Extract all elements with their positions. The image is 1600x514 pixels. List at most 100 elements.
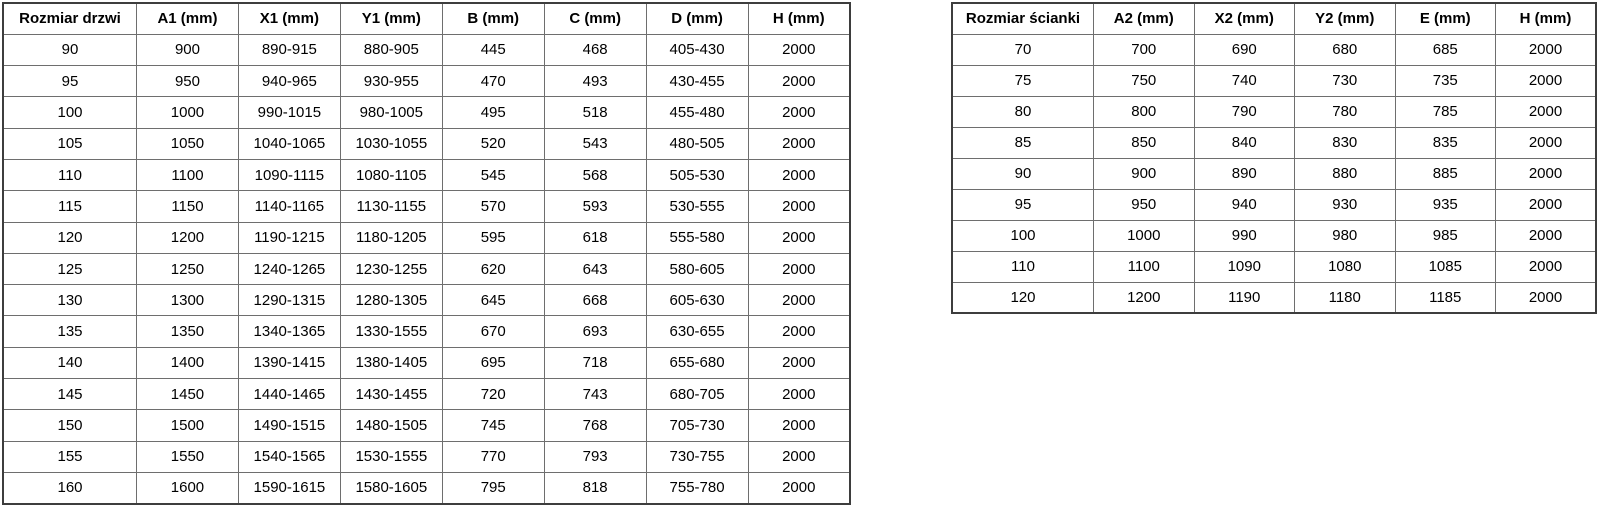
- table-cell: 693: [543, 315, 647, 348]
- table-cell: 620: [441, 252, 545, 286]
- door-size-table: Rozmiar drzwi A1 (mm) X1 (mm) Y1 (mm) B (mm)…: [2, 2, 851, 505]
- table-cell: 840: [1193, 126, 1295, 159]
- table-cell: 75: [951, 64, 1094, 97]
- table-cell: 668: [543, 284, 647, 317]
- table-cell: 900: [1093, 157, 1195, 190]
- table-cell: 1490-1515: [237, 409, 341, 442]
- column-header: C (mm): [543, 2, 647, 35]
- table-cell: 105: [2, 127, 137, 160]
- table-row: 110 1100 1090-1115 1080-1105 545 568 505-530 20…: [2, 158, 851, 192]
- table-cell: 685: [1394, 33, 1496, 66]
- table-cell: 695: [441, 346, 545, 380]
- table-row: 90 900 890-915 880-905 445 468 405-430 2000: [2, 33, 851, 67]
- table-cell: 2000: [1495, 219, 1597, 252]
- table-cell: 1100: [1093, 250, 1195, 283]
- column-header: A1 (mm): [136, 2, 239, 35]
- table-cell: 1450: [136, 378, 239, 411]
- table-cell: 1540-1565: [237, 440, 341, 473]
- table-cell: 790: [1193, 95, 1295, 128]
- table-cell: 1350: [136, 315, 239, 348]
- table-cell: 1000: [136, 96, 239, 129]
- table-cell: 2000: [747, 221, 851, 254]
- table-cell: 1150: [136, 190, 239, 223]
- table-cell: 555-580: [645, 221, 749, 254]
- table-cell: 980: [1294, 219, 1396, 252]
- table-row: 125 1250 1240-1265 1230-1255 620 643 580-605 20…: [2, 252, 851, 286]
- table-cell: 100: [951, 219, 1094, 252]
- table-cell: 150: [2, 409, 137, 442]
- table-cell: 155: [2, 440, 137, 473]
- table-cell: 120: [951, 281, 1094, 314]
- table-cell: 700: [1093, 33, 1195, 66]
- table-cell: 950: [1093, 188, 1195, 221]
- table-cell: 1180: [1294, 281, 1396, 314]
- table-cell: 1400: [136, 346, 239, 380]
- table-cell: 80: [951, 95, 1094, 128]
- table-cell: 135: [2, 315, 137, 348]
- table-cell: 1040-1065: [237, 127, 341, 160]
- table-cell: 110: [951, 250, 1094, 283]
- header-row: Rozmiar ścianki A2 (mm) X2 (mm) Y2 (mm) E (m…: [951, 2, 1597, 35]
- table-cell: 1480-1505: [339, 409, 443, 442]
- table-cell: 470: [441, 65, 545, 98]
- table-cell: 730: [1294, 64, 1396, 97]
- table-cell: 2000: [747, 284, 851, 317]
- table-cell: 1190: [1193, 281, 1295, 314]
- column-header: H (mm): [747, 2, 851, 35]
- table-cell: 1090: [1193, 250, 1295, 283]
- table-cell: 1185: [1394, 281, 1496, 314]
- table-row: 100 1000 990-1015 980-1005 495 518 455-480 2000: [2, 96, 851, 129]
- table-cell: 740: [1193, 64, 1295, 97]
- table-cell: 718: [543, 346, 647, 380]
- table-cell: 115: [2, 190, 137, 223]
- table-cell: 1200: [136, 221, 239, 254]
- table-row: 115 1150 1140-1165 1130-1155 570 593 530-555 20…: [2, 190, 851, 223]
- table-cell: 90: [951, 157, 1094, 190]
- table-cell: 2000: [747, 440, 851, 473]
- table-cell: 2000: [747, 346, 851, 380]
- table-cell: 405-430: [645, 33, 749, 67]
- column-header: A2 (mm): [1093, 2, 1195, 35]
- table-cell: 2000: [1495, 33, 1597, 66]
- table-cell: 160: [2, 471, 137, 505]
- table-cell: 2000: [1495, 250, 1597, 283]
- table-cell: 1180-1205: [339, 221, 443, 254]
- column-header: D (mm): [645, 2, 749, 35]
- table-cell: 1290-1315: [237, 284, 341, 317]
- table-cell: 818: [543, 471, 647, 505]
- table-cell: 770: [441, 440, 545, 473]
- table-cell: 130: [2, 284, 137, 317]
- table-cell: 690: [1193, 33, 1295, 66]
- table-row: 150 1500 1490-1515 1480-1505 745 768 705-730 20…: [2, 409, 851, 442]
- table-cell: 1100: [136, 158, 239, 192]
- table-cell: 1140-1165: [237, 190, 341, 223]
- table-cell: 580-605: [645, 252, 749, 286]
- table-cell: 1085: [1394, 250, 1496, 283]
- table-cell: 780: [1294, 95, 1396, 128]
- table-row: 135 1350 1340-1365 1330-1555 670 693 630-655 20…: [2, 315, 851, 348]
- table-row: 120 1200 1190-1215 1180-1205 595 618 555-580 20…: [2, 221, 851, 254]
- table-cell: 1380-1405: [339, 346, 443, 380]
- header-row: Rozmiar drzwi A1 (mm) X1 (mm) Y1 (mm) B (mm)…: [2, 2, 851, 35]
- table-cell: 1230-1255: [339, 252, 443, 286]
- column-header: Rozmiar drzwi: [2, 2, 137, 35]
- table-cell: 755-780: [645, 471, 749, 505]
- table-cell: 835: [1394, 126, 1496, 159]
- table-cell: 643: [543, 252, 647, 286]
- table-cell: 2000: [747, 409, 851, 442]
- table-row: 110 1100 1090 1080 1085 2000: [951, 250, 1597, 283]
- table-cell: 2000: [1495, 95, 1597, 128]
- table-cell: 493: [543, 65, 647, 98]
- table-cell: 1250: [136, 252, 239, 286]
- table-cell: 1000: [1093, 219, 1195, 252]
- table-cell: 95: [951, 188, 1094, 221]
- column-header: Y2 (mm): [1294, 2, 1396, 35]
- table-cell: 2000: [747, 127, 851, 160]
- table-row: 100 1000 990 980 985 2000: [951, 219, 1597, 252]
- table-cell: 95: [2, 65, 137, 98]
- table-cell: 85: [951, 126, 1094, 159]
- table-cell: 768: [543, 409, 647, 442]
- table-cell: 545: [441, 158, 545, 192]
- table-row: 90 900 890 880 885 2000: [951, 157, 1597, 190]
- table-row: 145 1450 1440-1465 1430-1455 720 743 680-705 20…: [2, 378, 851, 411]
